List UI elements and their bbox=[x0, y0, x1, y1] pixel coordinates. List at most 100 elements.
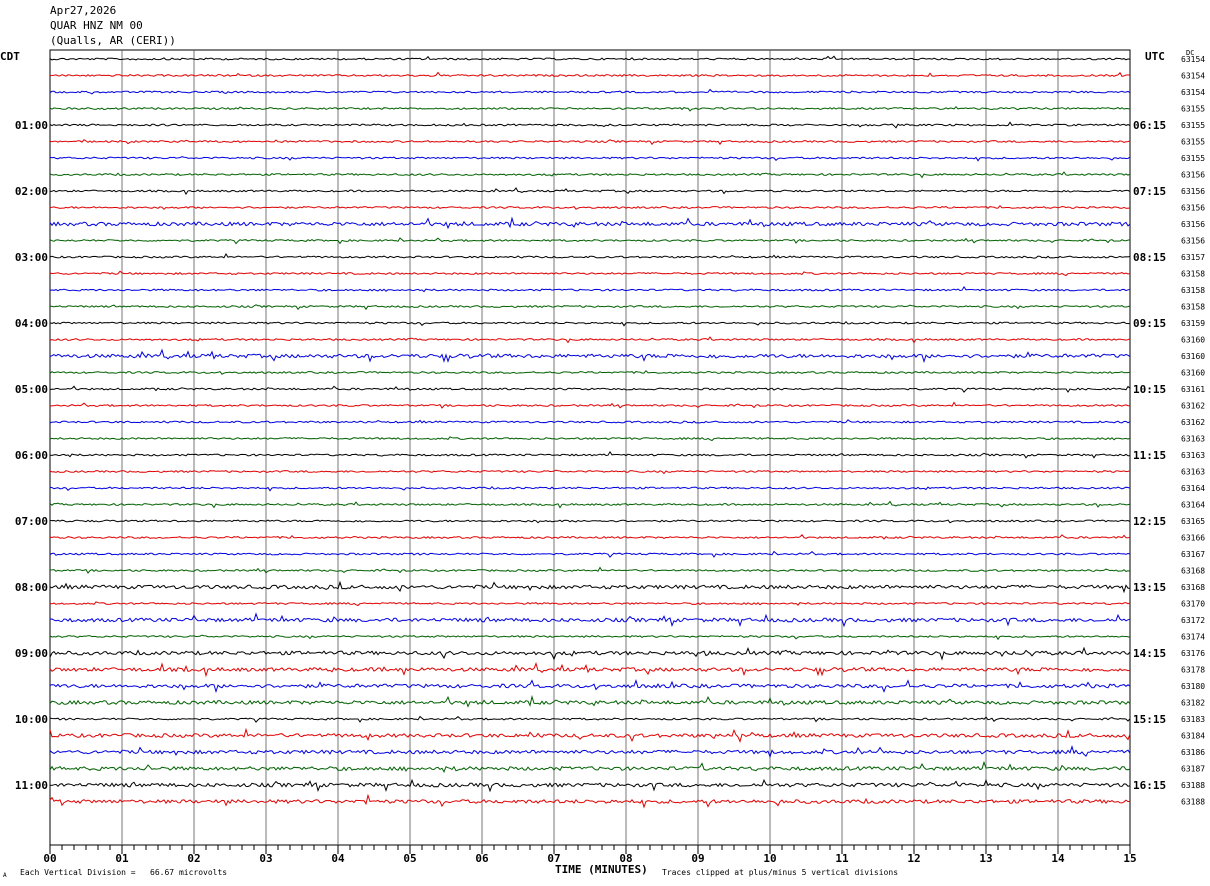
dc-offset-label: 63154 bbox=[1181, 72, 1205, 81]
seismic-trace bbox=[50, 601, 1131, 607]
left-time-label: 06:00 bbox=[15, 449, 48, 462]
record-date: Apr27,2026 bbox=[50, 4, 117, 17]
x-tick-label: 05 bbox=[403, 852, 416, 865]
seismic-trace bbox=[49, 436, 1131, 442]
corner-mark: A bbox=[3, 872, 7, 879]
seismic-trace bbox=[49, 270, 1131, 277]
dc-offset-label: 63154 bbox=[1181, 88, 1205, 97]
left-time-label: 08:00 bbox=[15, 581, 48, 594]
right-time-label: 15:15 bbox=[1133, 713, 1166, 726]
seismic-trace bbox=[49, 336, 1131, 344]
left-time-label: 05:00 bbox=[15, 383, 48, 396]
seismic-trace bbox=[49, 500, 1131, 509]
dc-offset-label: 63158 bbox=[1181, 303, 1205, 312]
dc-offset-label: 63164 bbox=[1181, 484, 1205, 493]
left-time-label: 02:00 bbox=[15, 185, 48, 198]
dc-offset-label: 63184 bbox=[1181, 732, 1205, 741]
left-time-label: 03:00 bbox=[15, 251, 48, 264]
left-time-label: 10:00 bbox=[15, 713, 48, 726]
dc-offset-label: 63166 bbox=[1181, 534, 1205, 543]
dc-offset-label: 63159 bbox=[1181, 319, 1205, 328]
right-time-label: 16:15 bbox=[1133, 779, 1166, 792]
station-location: (Qualls, AR (CERI)) bbox=[50, 34, 176, 47]
x-tick-label: 06 bbox=[475, 852, 489, 865]
seismic-trace bbox=[49, 320, 1131, 327]
dc-offset-label: 63158 bbox=[1181, 286, 1205, 295]
seismic-trace bbox=[49, 105, 1131, 112]
right-timezone-label: UTC bbox=[1145, 50, 1165, 63]
x-tick-label: 02 bbox=[187, 852, 200, 865]
right-time-label: 07:15 bbox=[1133, 185, 1166, 198]
dc-offset-label: 63155 bbox=[1181, 105, 1205, 114]
seismic-trace bbox=[49, 778, 1131, 793]
dc-offset-label: 63168 bbox=[1181, 583, 1205, 592]
dc-offset-label: 63161 bbox=[1181, 385, 1205, 394]
seismic-trace bbox=[49, 139, 1131, 146]
seismic-trace bbox=[49, 204, 1131, 210]
seismic-trace bbox=[49, 727, 1131, 743]
dc-offset-label: 63157 bbox=[1181, 253, 1205, 262]
x-tick-label: 09 bbox=[691, 852, 704, 865]
seismic-trace bbox=[49, 171, 1131, 179]
dc-offset-label: 63168 bbox=[1181, 567, 1205, 576]
x-axis-label: TIME (MINUTES) bbox=[555, 863, 648, 876]
x-tick-label: 12 bbox=[907, 852, 920, 865]
seismic-trace bbox=[49, 679, 1131, 694]
right-time-label: 12:15 bbox=[1133, 515, 1166, 528]
dc-offset-label: 63162 bbox=[1181, 402, 1205, 411]
seismic-trace bbox=[49, 401, 1131, 409]
right-time-label: 14:15 bbox=[1133, 647, 1166, 660]
left-time-label: 01:00 bbox=[15, 119, 48, 132]
dc-offset-label: 63160 bbox=[1181, 352, 1205, 361]
seismic-trace bbox=[49, 187, 1131, 196]
seismic-trace bbox=[49, 450, 1131, 459]
seismic-trace bbox=[49, 519, 1131, 524]
dc-offset-label: 63155 bbox=[1181, 121, 1205, 130]
station-code: QUAR HNZ NM 00 bbox=[50, 19, 143, 32]
right-time-label: 09:15 bbox=[1133, 317, 1166, 330]
x-tick-label: 00 bbox=[43, 852, 56, 865]
dc-offset-label: 63164 bbox=[1181, 501, 1205, 510]
dc-offset-label: 63182 bbox=[1181, 699, 1205, 708]
right-time-label: 13:15 bbox=[1133, 581, 1166, 594]
seismic-trace bbox=[49, 121, 1131, 129]
dc-offset-label: 63183 bbox=[1181, 715, 1205, 724]
dc-offset-label: 63160 bbox=[1181, 369, 1205, 378]
x-tick-label: 01 bbox=[115, 852, 129, 865]
right-time-label: 10:15 bbox=[1133, 383, 1166, 396]
dc-offset-label: 63163 bbox=[1181, 451, 1205, 460]
seismic-trace bbox=[49, 55, 1131, 61]
dc-offset-label: 63188 bbox=[1181, 798, 1205, 807]
right-time-label: 08:15 bbox=[1133, 251, 1166, 264]
seismic-trace bbox=[49, 646, 1131, 661]
dc-offset-label: 63170 bbox=[1181, 600, 1205, 609]
seismic-trace bbox=[49, 419, 1131, 424]
dc-offset-label: 63188 bbox=[1181, 781, 1205, 790]
seismic-trace bbox=[49, 715, 1131, 723]
x-tick-label: 10 bbox=[763, 852, 776, 865]
seismic-trace bbox=[49, 369, 1131, 375]
seismic-trace bbox=[49, 661, 1131, 678]
right-time-label: 11:15 bbox=[1133, 449, 1166, 462]
seismic-trace bbox=[49, 793, 1131, 809]
seismic-trace bbox=[49, 304, 1131, 311]
clip-note: Traces clipped at plus/minus 5 vertical … bbox=[662, 868, 899, 877]
dc-offset-label: 63162 bbox=[1181, 418, 1205, 427]
x-tick-label: 03 bbox=[259, 852, 272, 865]
x-tick-label: 08 bbox=[619, 852, 632, 865]
seismic-trace bbox=[49, 612, 1131, 628]
seismic-trace bbox=[49, 534, 1131, 540]
seismic-trace bbox=[49, 71, 1131, 78]
seismic-trace bbox=[49, 237, 1131, 245]
seismic-trace bbox=[49, 694, 1131, 708]
dc-offset-label: 63156 bbox=[1181, 204, 1205, 213]
dc-offset-label: 63156 bbox=[1181, 220, 1205, 229]
dc-offset-label: 63155 bbox=[1181, 154, 1205, 163]
seismic-trace bbox=[49, 485, 1131, 492]
seismic-trace bbox=[49, 550, 1131, 558]
seismic-trace bbox=[49, 156, 1131, 162]
seismic-trace bbox=[49, 760, 1131, 773]
dc-offset-label: 63155 bbox=[1181, 138, 1205, 147]
seismic-trace bbox=[49, 469, 1131, 475]
left-time-label: 04:00 bbox=[15, 317, 48, 330]
